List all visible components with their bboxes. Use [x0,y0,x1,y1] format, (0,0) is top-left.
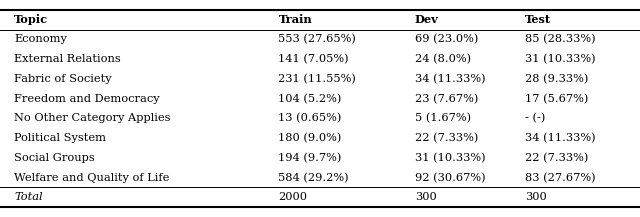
Text: 28 (9.33%): 28 (9.33%) [525,74,588,84]
Text: 194 (9.7%): 194 (9.7%) [278,153,342,163]
Text: Economy: Economy [14,34,67,44]
Text: 300: 300 [525,192,547,202]
Text: Fabric of Society: Fabric of Society [14,74,112,84]
Text: 180 (9.0%): 180 (9.0%) [278,133,342,143]
Text: 83 (27.67%): 83 (27.67%) [525,173,595,183]
Text: No Other Category Applies: No Other Category Applies [14,113,171,123]
Text: 31 (10.33%): 31 (10.33%) [525,54,595,64]
Text: 24 (8.0%): 24 (8.0%) [415,54,471,64]
Text: Topic: Topic [14,14,48,25]
Text: - (-): - (-) [525,113,545,123]
Text: 141 (7.05%): 141 (7.05%) [278,54,349,64]
Text: Welfare and Quality of Life: Welfare and Quality of Life [14,173,170,183]
Text: 584 (29.2%): 584 (29.2%) [278,173,349,183]
Text: Dev: Dev [415,14,438,25]
Text: Train: Train [278,14,312,25]
Text: 31 (10.33%): 31 (10.33%) [415,153,485,163]
Text: 22 (7.33%): 22 (7.33%) [415,133,478,143]
Text: 2000: 2000 [278,192,307,202]
Text: External Relations: External Relations [14,54,121,64]
Text: 34 (11.33%): 34 (11.33%) [415,74,485,84]
Text: 69 (23.0%): 69 (23.0%) [415,34,478,44]
Text: 231 (11.55%): 231 (11.55%) [278,74,356,84]
Text: Political System: Political System [14,133,106,143]
Text: 553 (27.65%): 553 (27.65%) [278,34,356,44]
Text: Total: Total [14,192,43,202]
Text: 13 (0.65%): 13 (0.65%) [278,113,342,123]
Text: 22 (7.33%): 22 (7.33%) [525,153,588,163]
Text: 92 (30.67%): 92 (30.67%) [415,173,485,183]
Text: 300: 300 [415,192,436,202]
Text: 5 (1.67%): 5 (1.67%) [415,113,471,123]
Text: 23 (7.67%): 23 (7.67%) [415,94,478,104]
Text: Freedom and Democracy: Freedom and Democracy [14,94,160,104]
Text: 104 (5.2%): 104 (5.2%) [278,94,342,104]
Text: Social Groups: Social Groups [14,153,95,163]
Text: Test: Test [525,14,551,25]
Text: 17 (5.67%): 17 (5.67%) [525,94,588,104]
Text: 34 (11.33%): 34 (11.33%) [525,133,595,143]
Text: 85 (28.33%): 85 (28.33%) [525,34,595,44]
